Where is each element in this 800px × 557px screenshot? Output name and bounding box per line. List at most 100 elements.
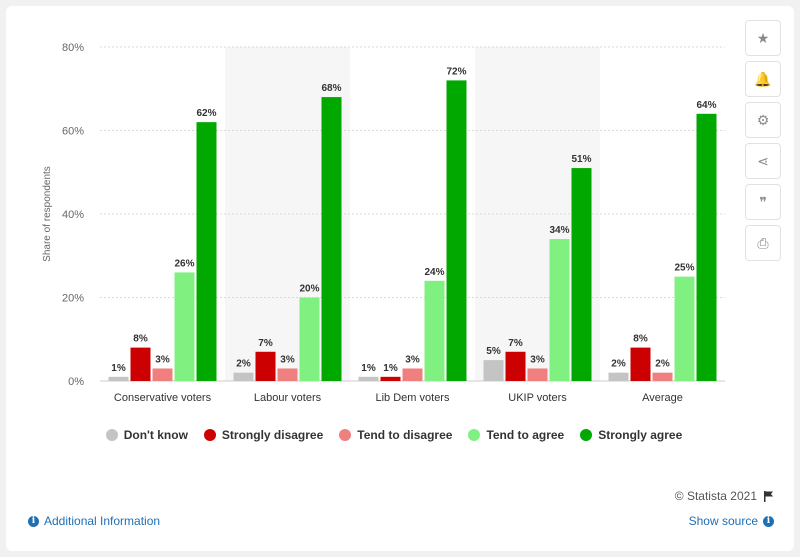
legend-swatch (105, 429, 118, 441)
bar[interactable] (652, 372, 673, 381)
bell-icon: 🔔 (754, 70, 772, 87)
show-source-link[interactable]: Show source i (689, 514, 774, 528)
data-label: 7% (508, 338, 523, 349)
legend-item[interactable]: Tend to agree (468, 428, 564, 442)
data-label: 72% (446, 66, 466, 77)
bar[interactable] (549, 239, 570, 381)
bar[interactable] (358, 376, 379, 381)
data-label: 2% (611, 359, 626, 370)
legend-swatch (580, 429, 593, 441)
data-label: 8% (133, 334, 148, 345)
legend-item[interactable]: Strongly disagree (203, 428, 324, 442)
data-label: 8% (633, 334, 648, 345)
quote-button[interactable]: ❞ (745, 184, 781, 220)
bar[interactable] (527, 368, 548, 381)
legend: Don't know Strongly disagree Tend to disag… (84, 428, 704, 442)
bar[interactable] (674, 276, 695, 381)
bar[interactable] (380, 376, 401, 381)
data-label: 1% (111, 363, 126, 374)
bar-chart: 0% 20% 40% 60% 80% Share of respondents 1% 8%… (42, 42, 725, 404)
star-icon: ★ (756, 29, 770, 46)
print-icon: ⎙ (757, 234, 769, 251)
bar[interactable] (608, 372, 629, 381)
data-label: 68% (321, 83, 341, 94)
data-label: 34% (549, 225, 569, 236)
additional-information-link[interactable]: i Additional Information (28, 514, 160, 528)
data-label: 64% (696, 100, 716, 111)
legend-swatch (339, 429, 352, 441)
data-label: 3% (530, 354, 545, 365)
y-tick-label: 0% (68, 376, 84, 388)
legend-item[interactable]: Don't know (105, 428, 188, 442)
bar[interactable] (571, 168, 592, 381)
bar[interactable] (196, 122, 217, 382)
star-button[interactable]: ★ (745, 20, 781, 56)
legend-label: Don't know (123, 428, 188, 442)
bar[interactable] (446, 80, 467, 382)
legend-swatch (468, 429, 481, 441)
data-label: 62% (196, 108, 216, 119)
legend-label: Tend to agree (486, 428, 565, 442)
data-label: 3% (155, 354, 170, 365)
y-axis-label: Share of respondents (42, 166, 53, 262)
legend-item[interactable]: Strongly agree (580, 428, 682, 442)
bar[interactable] (174, 272, 195, 381)
x-tick-label: UKIP voters (508, 392, 567, 404)
bar[interactable] (630, 347, 651, 381)
legend-label: Strongly agree (598, 428, 683, 442)
bar[interactable] (321, 97, 342, 381)
bar[interactable] (424, 280, 445, 381)
bar[interactable] (130, 347, 151, 381)
data-label: 7% (258, 338, 273, 349)
bar[interactable] (483, 360, 504, 381)
chart-card (6, 6, 794, 551)
flag-icon[interactable] (763, 490, 774, 502)
gear-button[interactable]: ⚙ (745, 102, 781, 138)
y-tick-label: 20% (62, 293, 84, 305)
data-label: 1% (361, 363, 376, 374)
info-icon: i (28, 515, 39, 527)
data-label: 3% (280, 354, 295, 365)
data-label: 25% (674, 263, 694, 274)
data-label: 2% (655, 359, 670, 370)
copyright-text: © Statista 2021 (674, 489, 757, 503)
data-label: 2% (236, 359, 251, 370)
legend-swatch (203, 429, 216, 441)
print-button[interactable]: ⎙ (745, 225, 781, 261)
y-tick-label: 40% (62, 209, 84, 221)
quote-icon: ❞ (759, 193, 767, 210)
legend-item[interactable]: Tend to disagree (339, 428, 452, 442)
x-tick-label: Average (642, 392, 683, 404)
data-label: 3% (405, 354, 420, 365)
bar[interactable] (299, 297, 320, 382)
data-label: 20% (299, 284, 319, 295)
bar[interactable] (696, 113, 717, 382)
data-label: 51% (571, 154, 591, 165)
y-tick-label: 80% (62, 42, 84, 54)
bar[interactable] (152, 368, 173, 381)
copyright[interactable]: © Statista 2021 (675, 489, 774, 503)
share-icon: ⋖ (757, 152, 769, 169)
data-label: 5% (486, 346, 501, 357)
legend-label: Strongly disagree (221, 428, 324, 442)
additional-information-label: Additional Information (44, 514, 161, 528)
y-tick-label: 60% (62, 126, 84, 138)
x-tick-label: Labour voters (254, 392, 322, 404)
show-source-label: Show source (688, 514, 758, 528)
share-button[interactable]: ⋖ (745, 143, 781, 179)
bar[interactable] (277, 368, 298, 381)
data-label: 26% (174, 258, 194, 269)
data-label: 24% (424, 267, 444, 278)
data-label: 1% (383, 363, 398, 374)
side-toolbar: ★ 🔔 ⚙ ⋖ ❞ ⎙ (745, 20, 781, 261)
bar[interactable] (402, 368, 423, 381)
x-tick-label: Lib Dem voters (376, 392, 450, 404)
x-tick-label: Conservative voters (114, 392, 212, 404)
bar[interactable] (255, 351, 276, 381)
bar[interactable] (108, 376, 129, 381)
bar[interactable] (233, 372, 254, 381)
bell-button[interactable]: 🔔 (745, 61, 781, 97)
bar[interactable] (505, 351, 526, 381)
gear-icon: ⚙ (756, 111, 770, 128)
legend-label: Tend to disagree (357, 428, 453, 442)
